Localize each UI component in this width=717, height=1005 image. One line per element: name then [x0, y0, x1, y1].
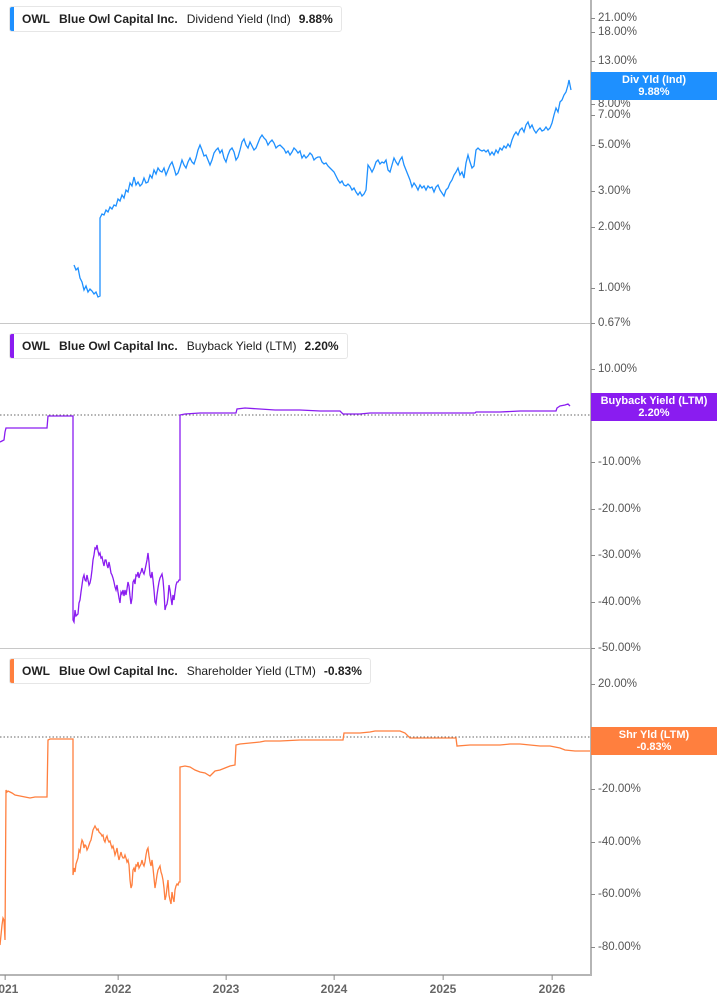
- tag-label: Div Yld (Ind): [622, 74, 686, 86]
- y-tick: 7.00%: [591, 109, 631, 121]
- y-tick: -20.00%: [591, 503, 641, 515]
- x-tick: 2026: [538, 975, 566, 996]
- series-color-swatch: [10, 7, 14, 31]
- y-tick: 5.00%: [591, 139, 631, 151]
- metric-name: Dividend Yield (Ind): [186, 12, 291, 26]
- y-tick: -40.00%: [591, 836, 641, 848]
- tag-value: -0.83%: [636, 741, 672, 753]
- y-tick: 21.00%: [590, 12, 638, 24]
- y-tick: 0.67%: [591, 317, 631, 329]
- y-tick: 2.00%: [591, 221, 631, 233]
- tag-label: Buyback Yield (LTM): [600, 395, 708, 407]
- y-tick: 1.00%: [591, 282, 631, 294]
- legend-dividend-yield[interactable]: OWL Blue Owl Capital Inc. Dividend Yield…: [9, 6, 342, 32]
- metric-value: 9.88%: [298, 12, 333, 26]
- x-tick: 2023: [212, 975, 240, 996]
- y-tick: 3.00%: [591, 185, 631, 197]
- x-tick: 2021: [0, 975, 18, 996]
- metric-name: Buyback Yield (LTM): [186, 339, 297, 353]
- x-tick: 2025: [429, 975, 457, 996]
- series-dividend-yield: [73, 79, 572, 298]
- metric-value: 2.20%: [304, 339, 339, 353]
- y-tick: -10.00%: [591, 456, 641, 468]
- value-tag-buyback-yield: Buyback Yield (LTM) 2.20%: [591, 393, 717, 421]
- y-tick: 13.00%: [590, 55, 638, 67]
- metric-name: Shareholder Yield (LTM): [186, 664, 316, 678]
- y-tick: 20.00%: [590, 678, 638, 690]
- series-buyback-yield: [0, 403, 571, 625]
- value-tag-shareholder-yield: Shr Yld (LTM) -0.83%: [591, 727, 717, 755]
- y-tick: 10.00%: [590, 363, 638, 375]
- x-axis: [0, 974, 592, 976]
- tag-value: 2.20%: [638, 407, 670, 419]
- y-tick: 18.00%: [590, 26, 638, 38]
- series-color-swatch: [10, 659, 14, 683]
- legend-buyback-yield[interactable]: OWL Blue Owl Capital Inc. Buyback Yield …: [9, 333, 348, 359]
- y-tick: -20.00%: [591, 783, 641, 795]
- y-tick: -80.00%: [591, 941, 641, 953]
- panel-divider: [0, 323, 592, 324]
- metric-value: -0.83%: [323, 664, 362, 678]
- x-tick: 2022: [104, 975, 132, 996]
- series-color-swatch: [10, 334, 14, 358]
- panel-divider: [0, 648, 592, 649]
- x-tick: 2024: [320, 975, 348, 996]
- ticker: OWL: [22, 664, 50, 678]
- y-tick: -60.00%: [591, 888, 641, 900]
- y-tick: -30.00%: [591, 549, 641, 561]
- tag-label: Shr Yld (LTM): [618, 729, 690, 741]
- ticker: OWL: [22, 339, 50, 353]
- value-tag-dividend-yield: Div Yld (Ind) 9.88%: [591, 72, 717, 100]
- y-tick: -50.00%: [591, 642, 641, 654]
- tag-value: 9.88%: [638, 86, 670, 98]
- legend-shareholder-yield[interactable]: OWL Blue Owl Capital Inc. Shareholder Yi…: [9, 658, 371, 684]
- company-name: Blue Owl Capital Inc.: [59, 12, 178, 26]
- company-name: Blue Owl Capital Inc.: [59, 664, 178, 678]
- y-tick: 8.00%: [591, 98, 631, 110]
- y-axis: [590, 0, 592, 976]
- series-shareholder-yield: [0, 730, 717, 946]
- company-name: Blue Owl Capital Inc.: [59, 339, 178, 353]
- y-tick: -40.00%: [591, 596, 641, 608]
- ticker: OWL: [22, 12, 50, 26]
